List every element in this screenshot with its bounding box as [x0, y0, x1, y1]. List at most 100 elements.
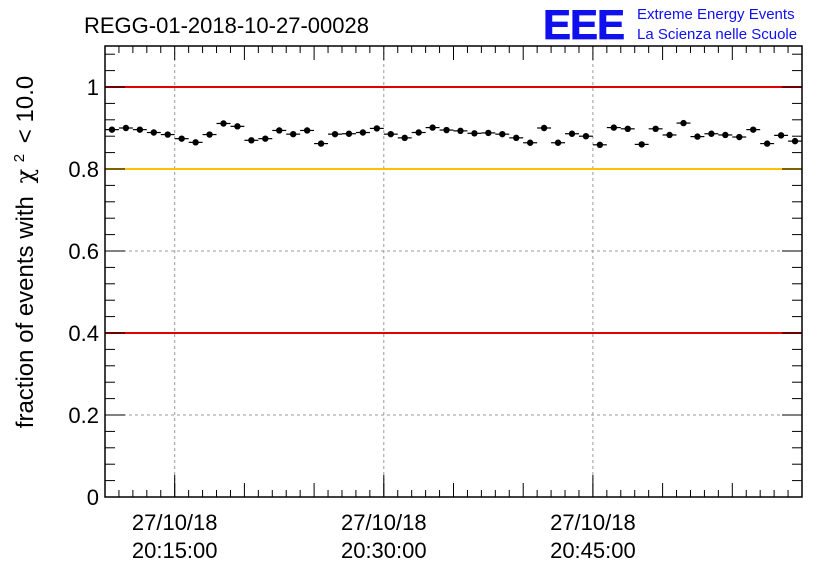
point-marker [303, 127, 311, 134]
point-marker [164, 131, 171, 138]
point-marker [568, 130, 576, 137]
data-point-49 [788, 137, 802, 145]
data-point-12 [272, 127, 287, 134]
point-marker [289, 130, 297, 138]
data-point-14 [300, 127, 315, 134]
point-marker [373, 125, 381, 132]
data-point-7 [202, 131, 217, 138]
point-marker [499, 130, 506, 138]
data-point-23 [425, 124, 440, 131]
eee-logo-line1: Extreme Energy Events [637, 6, 795, 23]
y-tick-label-1: 0.2 [68, 403, 99, 428]
data-point-38 [634, 141, 649, 148]
point-marker [526, 139, 534, 146]
data-point-40 [662, 131, 677, 139]
point-marker [666, 131, 673, 139]
point-marker [708, 130, 715, 137]
data-point-32 [551, 139, 566, 146]
reference-lines [105, 86, 802, 334]
x-tick-date-1: 27/10/18 [341, 510, 427, 535]
y-tick-label-2: 0.4 [68, 321, 99, 346]
y-axis-label: fraction of events with χ 2 < 10.0 [3, 76, 39, 428]
data-point-4 [160, 131, 175, 138]
data-point-30 [523, 139, 538, 146]
point-marker [248, 137, 255, 144]
data-point-47 [760, 140, 775, 147]
point-marker [359, 129, 367, 136]
x-axis-ticks: 27/10/18 20:15:00 27/10/18 20:30:00 27/10/18… [104, 46, 803, 563]
point-marker [387, 130, 394, 138]
data-point-0 [105, 126, 119, 133]
data-point-33 [565, 130, 579, 137]
point-marker [401, 134, 408, 142]
data-point-41 [676, 119, 691, 127]
x-tick-date-2: 27/10/18 [550, 510, 636, 535]
y-tick-label-3: 0.6 [68, 239, 99, 264]
y-axis-label-exponent: 2 [11, 154, 28, 162]
data-point-20 [383, 130, 398, 138]
data-point-48 [774, 132, 789, 139]
point-marker [680, 119, 687, 127]
data-point-44 [718, 131, 733, 139]
data-point-17 [341, 130, 356, 137]
data-point-18 [355, 129, 370, 136]
point-marker [610, 124, 618, 131]
data-point-5 [174, 135, 189, 142]
point-marker [457, 127, 464, 135]
point-marker [777, 132, 785, 139]
point-marker [206, 131, 213, 138]
data-points [105, 119, 802, 149]
point-marker [345, 130, 353, 137]
point-marker [150, 129, 157, 136]
data-point-42 [690, 133, 705, 140]
point-marker [429, 124, 436, 131]
data-point-9 [230, 123, 245, 130]
data-point-39 [648, 125, 663, 133]
point-marker [750, 126, 757, 133]
point-marker [485, 129, 492, 137]
data-point-22 [411, 129, 426, 136]
point-marker [262, 135, 269, 142]
data-point-6 [188, 139, 203, 146]
point-marker [513, 134, 520, 142]
point-marker [624, 125, 631, 133]
data-point-15 [314, 140, 329, 147]
data-point-25 [453, 127, 468, 135]
data-point-1 [118, 124, 133, 132]
point-marker [763, 140, 771, 147]
point-marker [415, 129, 422, 136]
point-marker [791, 137, 799, 145]
point-marker [220, 120, 227, 127]
point-marker [722, 131, 729, 139]
x-tick-time-0: 20:15:00 [132, 538, 218, 563]
point-marker [178, 135, 185, 142]
data-point-27 [481, 129, 496, 137]
data-point-31 [537, 124, 552, 132]
point-marker [234, 123, 241, 130]
y-axis-ticks: 0 0.2 0.4 0.6 0.8 1 [68, 53, 802, 510]
data-point-29 [509, 134, 524, 142]
point-marker [694, 133, 701, 140]
x-tick-date-0: 27/10/18 [132, 510, 218, 535]
y-axis-label-suffix: < 10.0 [12, 76, 39, 143]
y-axis-label-chi: χ [11, 168, 39, 183]
point-marker [108, 126, 116, 133]
y-tick-label-5: 1 [87, 75, 99, 100]
point-marker [638, 141, 645, 148]
eee-logo: EEE Extreme Energy Events La Scienza nel… [543, 1, 798, 49]
data-point-8 [216, 120, 231, 127]
data-point-2 [132, 126, 147, 133]
point-marker [331, 130, 339, 138]
data-point-10 [244, 137, 259, 144]
point-marker [276, 127, 283, 134]
point-marker [317, 140, 325, 147]
eee-logo-line2: La Scienza nelle Scuole [637, 26, 797, 43]
point-marker [471, 130, 478, 137]
y-tick-label-4: 0.8 [68, 157, 99, 182]
data-point-46 [746, 126, 761, 133]
x-tick-time-1: 20:30:00 [341, 538, 427, 563]
point-marker [596, 141, 604, 149]
data-point-24 [439, 126, 454, 134]
